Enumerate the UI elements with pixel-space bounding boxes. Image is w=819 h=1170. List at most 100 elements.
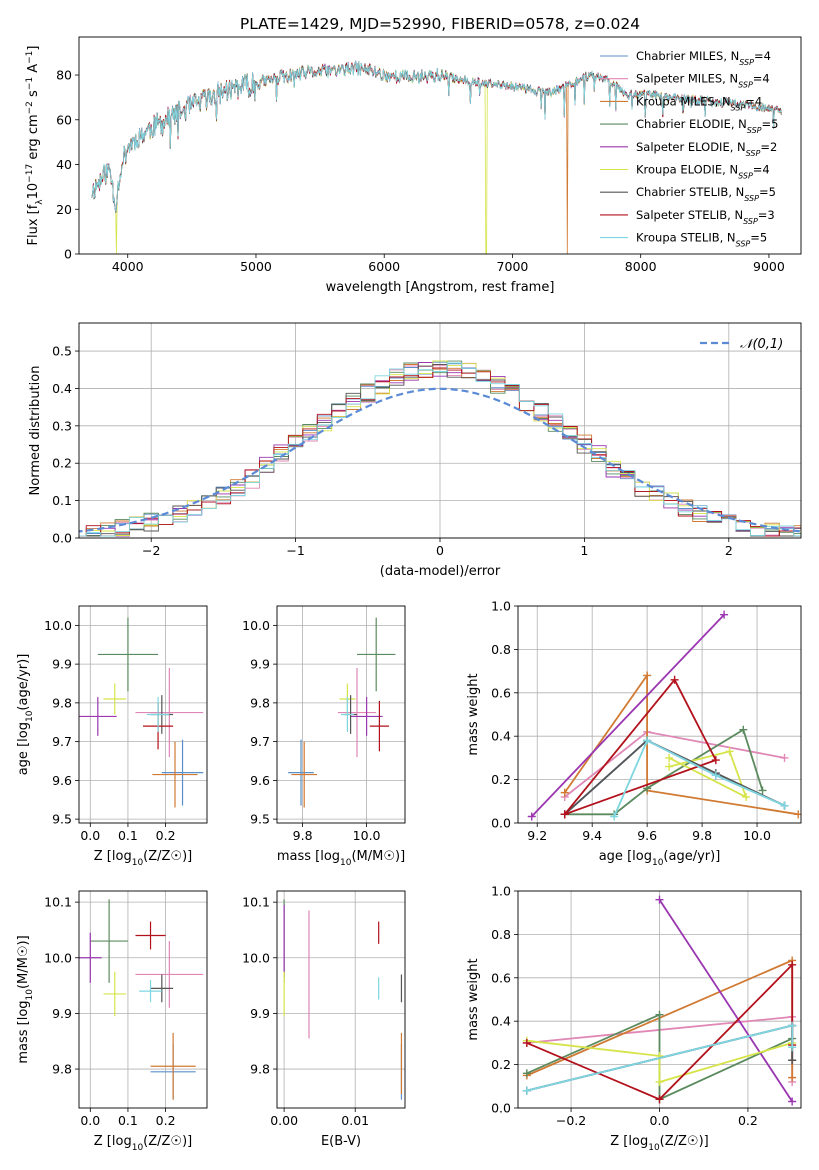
weight-line — [668, 750, 748, 799]
panel-mass_vs_ebv: 0.00 0.01 9.8 9.9 10.0 10.1 E(B-V) — [242, 890, 406, 1149]
legend-label-segment: SSP — [738, 171, 753, 180]
y-tick-label: 0.6 — [491, 685, 511, 700]
errorbar-chabrier-miles — [161, 739, 204, 806]
label-segment: erg cm — [26, 114, 41, 163]
weight-point-marker — [780, 801, 789, 810]
weight-point-marker — [711, 771, 720, 780]
plot-marks — [91, 60, 782, 254]
weight-point-marker — [788, 1056, 797, 1065]
label-segment: log — [112, 849, 132, 864]
errorbar-salpeter-elodie — [79, 697, 117, 736]
panel-weight_vs_Z: −0.2 0.0 0.2 0.0 0.2 0.4 0.6 0.8 1.0 Z [log10(Z/Z… — [466, 884, 802, 1153]
weight-point-marker — [643, 671, 652, 680]
weight-line — [658, 899, 793, 1102]
weight-point-marker — [665, 762, 674, 771]
label-segment: −17 — [25, 164, 35, 183]
legend-label-segment: SSP — [739, 58, 754, 67]
legend-label-kroupa-elodie: Kroupa ELODIE, NSSP=4 — [636, 163, 770, 181]
errorbar-salpeter-elodie — [350, 697, 383, 736]
weight-point-marker — [780, 753, 789, 762]
legend-label-segment: SSP — [731, 103, 746, 112]
label-segment: (M/M☉)] — [16, 935, 31, 989]
errorbar-salpeter-stelib — [369, 700, 389, 752]
y-tick-label: 9.8 — [52, 695, 72, 710]
axes-frame: 0.0 0.1 0.29.89.910.010.1Z [log10(Z/Z☉)]ma… — [16, 890, 208, 1153]
weight-point-marker — [643, 736, 652, 745]
legend-label-segment: Kroupa MILES, N — [636, 94, 731, 108]
axes-frame: 0.0 0.1 0.29.59.69.79.89.910.0Z [log10(Z/Z… — [16, 605, 208, 868]
x-axis-label: (data-model)/error — [380, 564, 501, 579]
legend-label-segment: =5 — [750, 231, 767, 245]
weight-point-marker — [665, 753, 674, 762]
legend-label-segment: Kroupa ELODIE, N — [636, 163, 738, 177]
label-segment: 10 — [132, 1143, 144, 1153]
plot-marks — [79, 617, 204, 808]
errorbar-salpeter-miles — [135, 941, 204, 1008]
plot-marks — [527, 610, 801, 821]
weight-point-marker — [788, 1073, 797, 1082]
legend-label-segment: =4 — [753, 163, 770, 177]
x-tick-label: 0.2 — [738, 1113, 758, 1128]
label-segment: log — [628, 1134, 648, 1149]
x-axis-label: Z [log10(Z/Z☉)] — [610, 1134, 708, 1153]
axes-frame: −0.2 0.0 0.2 0.0 0.2 0.4 0.6 0.8 1.0 Z [log10(Z/Z… — [466, 884, 802, 1153]
label-segment: mass [ — [277, 849, 320, 864]
figure-title: PLATE=1429, MJD=52990, FIBERID=0578, z=0… — [240, 15, 640, 33]
y-tick-label: 0.4 — [491, 729, 511, 744]
weight-point-marker — [522, 1069, 531, 1078]
legend-label-salpeter-stelib: Salpeter STELIB, NSSP=3 — [636, 208, 775, 226]
legend-label-segment: =4 — [754, 49, 771, 63]
legend-label-segment: =5 — [759, 185, 776, 199]
weight-point-marker — [522, 1038, 531, 1047]
y-tick-label: 1.0 — [491, 884, 511, 899]
legend-label-segment: =5 — [762, 117, 779, 131]
weight-point-marker — [655, 1095, 664, 1104]
y-tick-label: 40 — [56, 157, 72, 172]
plot-marks — [283, 899, 403, 1100]
weight-point-marker — [670, 675, 679, 684]
axes-frame: 0.00 0.01 9.8 9.9 10.0 10.1 E(B-V) — [242, 890, 406, 1149]
y-tick-label: 0.0 — [491, 816, 511, 831]
weight-point-marker — [725, 747, 734, 756]
weight-point-marker — [527, 812, 536, 821]
x-axis-label: Z [log10(Z/Z☉)] — [94, 1134, 192, 1153]
errorbar-chabrier-elodie — [357, 617, 396, 692]
x-tick-label: −1 — [286, 543, 304, 558]
weight-line — [526, 1039, 793, 1084]
y-axis-label: age [log10(age/yr)] — [16, 654, 35, 776]
weight-point-marker — [742, 792, 751, 801]
errorbar-salpeter-miles — [135, 668, 204, 758]
residuals-legend: 𝒩(0,1) — [700, 337, 783, 352]
panel-spectrum: 4000 5000 6000 7000 8000 9000 0 20 40 60 80 wavelen… — [25, 36, 802, 295]
label-segment: ] — [26, 46, 41, 51]
weight-point-marker — [720, 610, 729, 619]
y-tick-label: 10.0 — [242, 618, 270, 633]
label-segment: Z [ — [610, 1134, 628, 1149]
legend-label-salpeter-miles: Salpeter MILES, NSSP=4 — [636, 72, 770, 90]
axes-border — [78, 890, 208, 1109]
y-tick-label: 0.8 — [491, 642, 511, 657]
errorbar-chabrier-elodie — [90, 899, 128, 983]
weight-line — [563, 672, 799, 816]
label-segment: log — [112, 1134, 132, 1149]
y-tick-label: 1.0 — [491, 599, 511, 614]
legend-label-segment: =4 — [745, 94, 762, 108]
label-segment: Z [ — [94, 849, 112, 864]
label-segment: (age/yr)] — [663, 849, 720, 864]
x-tick-label: 0.01 — [341, 1113, 369, 1128]
axes-border — [78, 605, 208, 824]
label-segment: (Z/Z☉)] — [143, 849, 192, 864]
panel-residuals: −2 −1 0 1 2 0.0 0.1 0.2 0.3 0.4 0.5 (data-model)/er… — [28, 322, 802, 579]
errorbar-salpeter-stelib — [135, 921, 166, 950]
legend-label-chabrier-elodie: Chabrier ELODIE, NSSP=5 — [636, 117, 778, 135]
x-tick-label: 4000 — [112, 259, 144, 274]
y-tick-label: 0.2 — [491, 1057, 511, 1072]
label-segment: (Z/Z☉)] — [660, 1134, 709, 1149]
errorbar-kroupa-stelib — [139, 980, 162, 1003]
y-tick-label: 9.9 — [52, 657, 72, 672]
x-tick-label: 0.0 — [650, 1113, 670, 1128]
label-segment: log — [16, 722, 31, 742]
label-segment: 10 — [652, 858, 664, 868]
x-tick-label: 2 — [725, 543, 733, 558]
y-tick-label: 10.1 — [44, 895, 72, 910]
